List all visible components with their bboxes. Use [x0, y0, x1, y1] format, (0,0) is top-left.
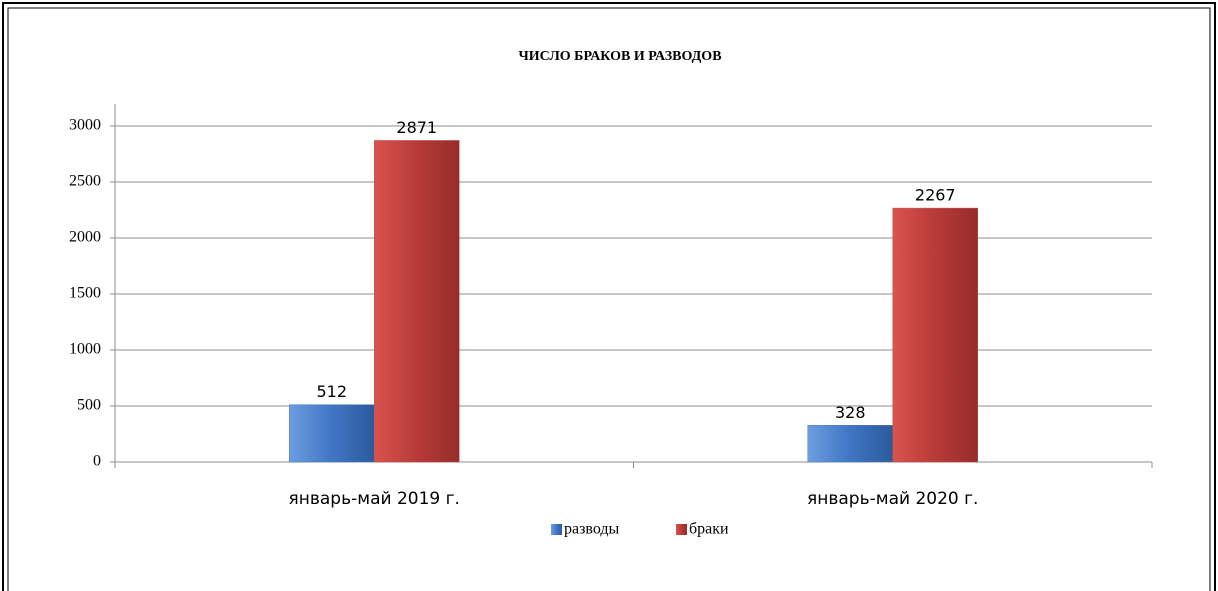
legend-marker — [676, 524, 687, 535]
y-tick-label: 2000 — [69, 229, 101, 246]
legend-label: браки — [689, 521, 729, 538]
legend-marker — [551, 524, 562, 535]
data-label: 2871 — [396, 118, 437, 137]
y-tick-label: 3000 — [69, 117, 101, 134]
y-tick-label: 1500 — [69, 285, 101, 302]
data-label: 2267 — [915, 186, 956, 205]
chart-title: ЧИСЛО БРАКОВ И РАЗВОДОВ — [518, 49, 721, 64]
y-tick-label: 1000 — [69, 341, 101, 358]
y-tick-label: 2500 — [69, 173, 101, 190]
bar — [892, 207, 978, 463]
bar — [289, 404, 375, 463]
data-label: 328 — [835, 403, 866, 422]
y-tick-label: 500 — [77, 397, 101, 414]
x-tick-label: январь-май 2020 г. — [807, 489, 978, 509]
y-tick-label: 0 — [93, 453, 101, 470]
x-tick-label: январь-май 2019 г. — [289, 489, 460, 509]
data-label: 512 — [316, 382, 347, 401]
bar — [374, 140, 460, 463]
bar — [807, 425, 893, 463]
legend-label: разводы — [564, 521, 620, 538]
